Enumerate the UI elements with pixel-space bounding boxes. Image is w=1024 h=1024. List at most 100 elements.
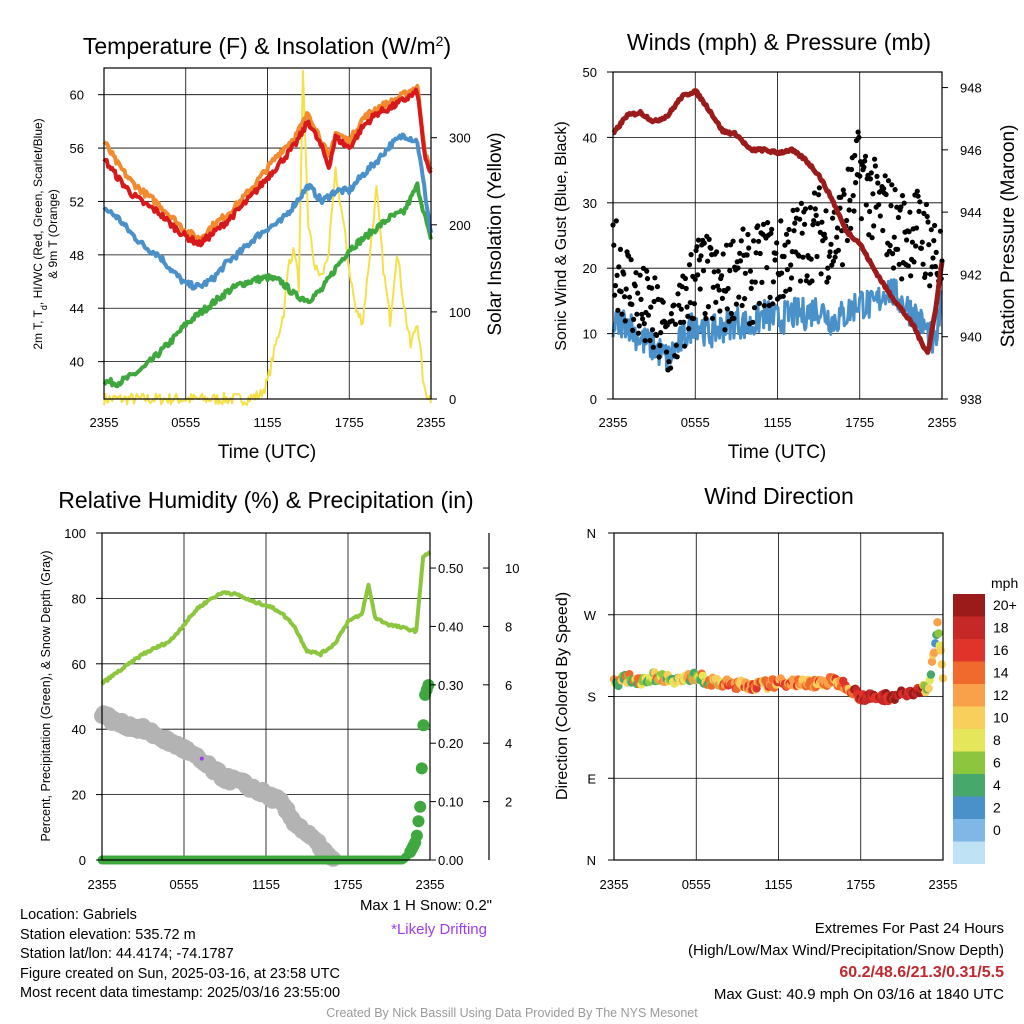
gust-point <box>617 246 624 252</box>
gust-point <box>639 311 645 317</box>
gust-point <box>736 294 742 300</box>
gust-point <box>708 245 714 251</box>
x-tick-label: 1155 <box>254 415 282 430</box>
gust-point <box>932 263 939 270</box>
gust-point <box>681 319 687 325</box>
gust-point <box>788 262 794 268</box>
gust-point <box>848 166 855 173</box>
gust-point <box>671 302 677 308</box>
gust-point <box>737 250 743 256</box>
gust-point <box>815 221 821 227</box>
gust-point <box>768 230 774 236</box>
gust-point <box>640 316 646 322</box>
gust-point <box>907 209 913 215</box>
x-tick-label: 1755 <box>846 877 875 892</box>
drifting-note: *Likely Drifting <box>391 921 487 938</box>
y2-tick-label: 946 <box>960 143 982 158</box>
gust-point <box>869 235 875 241</box>
gust-point <box>656 354 662 360</box>
gust-point <box>635 290 641 296</box>
gust-point <box>791 228 797 234</box>
direction-tick-label: N <box>587 853 596 868</box>
gust-point <box>722 327 728 333</box>
gust-point <box>890 251 896 257</box>
x-tick-label: 2355 <box>600 877 629 892</box>
gust-point <box>621 294 628 300</box>
gust-point <box>621 271 627 277</box>
gust-point <box>797 216 803 222</box>
series-line-relative-humidity <box>100 550 432 686</box>
series-line-9m-t <box>102 83 433 243</box>
gust-point <box>797 278 804 284</box>
gust-point <box>885 178 892 184</box>
gust-point <box>856 134 862 140</box>
gust-point <box>676 302 682 308</box>
legend-label: 8 <box>993 732 1001 748</box>
gust-point <box>847 197 853 203</box>
legend-label: 0 <box>993 822 1001 838</box>
y-tick-label: 56 <box>70 141 84 156</box>
series-line-wc <box>102 132 433 291</box>
direction-tick-label: E <box>587 771 596 786</box>
gust-point <box>613 218 619 224</box>
direction-tick-label: S <box>587 690 596 705</box>
gust-point <box>663 349 670 355</box>
gust-point <box>816 192 822 198</box>
gust-point <box>835 247 842 253</box>
gust-point <box>745 231 751 238</box>
x-tick-label: 2355 <box>599 415 628 430</box>
gust-point <box>782 242 788 248</box>
gust-point <box>824 279 830 285</box>
gust-point <box>717 308 723 314</box>
speed-legend: mph 20+ 18 16 14 12 10 8 6 4 2 0 <box>953 575 1018 864</box>
gust-point <box>840 187 846 193</box>
legend-swatch <box>953 751 985 774</box>
gust-point <box>698 253 704 259</box>
y-tick-label: 44 <box>70 301 84 316</box>
temperature-plot-frame <box>103 67 432 400</box>
gust-point <box>654 332 660 338</box>
gust-point <box>691 301 698 307</box>
direction-tick-label: W <box>584 608 597 623</box>
gust-point <box>767 294 773 300</box>
extremes-title: Extremes For Past 24 Hours <box>814 920 1004 937</box>
gust-point <box>728 310 735 317</box>
gust-point <box>769 226 775 232</box>
gust-point <box>830 258 837 264</box>
winds-xlabel: Time (UTC) <box>728 442 827 463</box>
direction-point <box>933 618 942 627</box>
temperature-series <box>102 69 433 407</box>
gust-point <box>747 268 754 274</box>
gust-point <box>802 221 808 227</box>
gust-point <box>861 164 867 170</box>
winds-plot-frame <box>612 71 943 400</box>
gust-point <box>622 318 628 324</box>
gust-point <box>632 283 638 289</box>
precip-point <box>417 719 430 732</box>
x-tick-label: 1155 <box>765 877 793 892</box>
gust-point <box>921 210 927 216</box>
legend-label: 14 <box>993 665 1009 681</box>
x-tick-label: 2355 <box>928 415 957 430</box>
gust-point <box>872 163 879 169</box>
gust-point <box>911 259 917 265</box>
y2-tick-label: 200 <box>449 218 471 233</box>
gust-point <box>809 278 815 284</box>
gust-point <box>760 221 767 227</box>
gust-point <box>654 284 661 290</box>
gust-point <box>700 268 707 274</box>
gust-point <box>703 315 709 322</box>
gust-point <box>630 327 636 333</box>
y-tick-label: 0 <box>79 853 86 868</box>
gust-point <box>882 173 888 179</box>
gust-point <box>682 343 688 349</box>
gust-point <box>757 250 763 257</box>
gust-point <box>899 193 906 199</box>
gust-point <box>696 257 703 263</box>
gust-point <box>633 270 639 276</box>
gust-point <box>848 225 854 231</box>
snow-tick-label: 10 <box>505 561 519 576</box>
legend-swatch <box>953 616 985 639</box>
gust-point <box>635 330 642 336</box>
